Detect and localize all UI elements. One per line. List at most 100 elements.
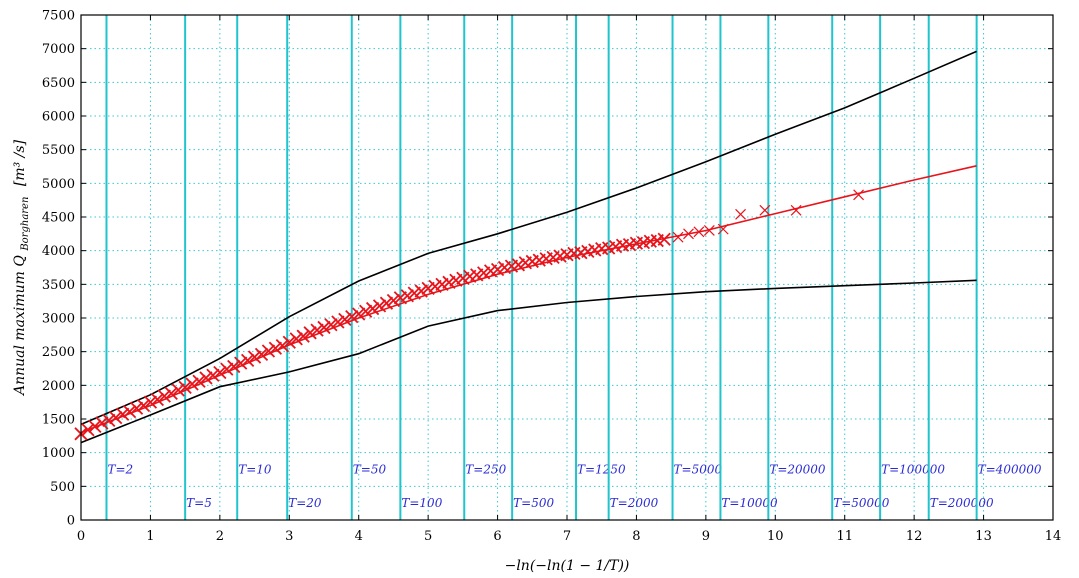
observation-marker — [240, 353, 255, 368]
y-tick-label: 7000 — [42, 42, 75, 57]
observation-marker — [95, 416, 109, 430]
observation-marker — [206, 368, 220, 382]
x-tick-label: 0 — [77, 529, 85, 544]
return-period-lines: T=2 T=5 T=10 T=20 T=50 T=100 T=250 T=500 T=1250 T… — [105, 15, 1042, 520]
x-tick-label: 6 — [493, 529, 501, 544]
observation-marker — [359, 304, 373, 318]
observation-marker — [122, 404, 137, 419]
return-period-label: T=2000 — [610, 496, 659, 510]
return-period-label: T=20000 — [769, 463, 826, 477]
y-tick-label: 1500 — [42, 413, 75, 428]
observation-marker — [352, 307, 366, 321]
y-tick-label: 2000 — [42, 379, 75, 394]
y-tick-label: 4500 — [42, 211, 75, 226]
svg-text:Annual maximum Q Borghar: Annual maximum Q Borgharen [m³ /s] — [12, 139, 32, 397]
y-tick-label: 5000 — [42, 177, 75, 192]
axis-ticks — [80, 14, 1054, 521]
observation-marker — [227, 359, 241, 374]
plot-series — [74, 50, 977, 444]
observation-marker — [303, 326, 317, 340]
return-period-label: T=5000 — [674, 463, 723, 477]
observation-marker — [310, 323, 324, 337]
observation-marker — [282, 335, 296, 349]
y-axis-title-main: Annual maximum Q — [12, 255, 28, 397]
y-tick-label: 1000 — [42, 446, 75, 461]
observation-marker — [683, 228, 694, 240]
y-axis-title-subscript: Borgharen — [20, 197, 31, 252]
observation-marker — [213, 365, 227, 380]
observation-marker — [338, 312, 352, 326]
y-tick-label: 0 — [67, 514, 75, 529]
observation-marker — [275, 338, 289, 353]
x-tick-label: 10 — [767, 529, 784, 544]
upper-confidence-bound — [80, 50, 977, 426]
observation-marker — [192, 374, 206, 388]
observation-marker — [790, 204, 802, 216]
observation-marker — [254, 347, 269, 361]
x-tick-label: 1 — [146, 529, 154, 544]
x-tick-label: 5 — [424, 529, 432, 544]
observation-marker — [81, 423, 95, 437]
observation-marker — [400, 289, 414, 303]
return-period-label: T=2 — [107, 463, 133, 477]
observation-marker — [735, 208, 746, 220]
observation-marker — [109, 411, 123, 425]
observation-marker — [717, 223, 729, 235]
observation-marker — [261, 344, 276, 358]
observation-marker — [365, 301, 380, 316]
return-period-label: T=100 — [401, 496, 442, 510]
x-tick-label: 4 — [355, 529, 363, 544]
observation-marker — [296, 329, 310, 343]
observation-marker — [234, 356, 248, 370]
return-period-label: T=10000 — [721, 496, 778, 510]
observation-marker — [164, 386, 178, 401]
observation-marker — [171, 383, 185, 397]
x-tick-label: 2 — [216, 529, 224, 544]
observation-marker — [268, 341, 283, 355]
observation-marker — [379, 296, 394, 310]
y-axis-title-unit: [m³ /s] — [12, 139, 28, 186]
x-tick-label: 3 — [285, 529, 293, 544]
observation-marker — [185, 377, 199, 391]
x-tick-label: 8 — [632, 529, 640, 544]
observation-marker — [759, 204, 771, 216]
observation-marker — [317, 320, 331, 335]
observation-marker — [199, 371, 213, 385]
return-period-label: T=500 — [513, 496, 554, 510]
fitted-distribution-line — [80, 165, 977, 434]
y-tick-label: 6500 — [42, 76, 75, 91]
observation-marker — [102, 413, 116, 427]
observation-marker — [116, 407, 130, 421]
lower-confidence-bound — [80, 279, 977, 444]
y-tick-label: 3500 — [42, 278, 75, 293]
observation-marker — [289, 332, 303, 346]
observation-marker — [345, 310, 359, 324]
return-period-label: T=50 — [353, 463, 387, 477]
observation-marker — [324, 318, 338, 332]
observation-marker — [88, 419, 102, 434]
return-period-label: T=250 — [465, 463, 506, 477]
return-period-label: T=200000 — [930, 496, 994, 510]
y-axis-title: Annual maximum Q Borgharen [m³ /s] — [12, 139, 32, 397]
observation-marker — [414, 284, 428, 298]
return-period-label: T=400000 — [978, 463, 1042, 477]
observation-marker — [143, 395, 158, 409]
x-tick-label: 11 — [836, 529, 853, 544]
x-tick-label: 14 — [1045, 529, 1062, 544]
y-tick-label: 4000 — [42, 244, 75, 259]
axis-tick-labels: 0 1 2 3 4 5 6 7 8 9 10 11 12 13 1405001000150020002500… — [42, 9, 1061, 545]
observation-marker — [386, 293, 401, 308]
x-tick-label: 12 — [906, 529, 923, 544]
y-tick-label: 500 — [50, 480, 75, 495]
observation-marker — [157, 389, 171, 403]
observation-marker — [693, 226, 705, 238]
y-tick-label: 3000 — [42, 312, 75, 327]
return-period-label: T=100000 — [881, 463, 945, 477]
return-period-label: T=50000 — [833, 496, 890, 510]
observation-marker — [129, 401, 144, 415]
y-tick-label: 6000 — [42, 110, 75, 125]
observation-marker — [672, 231, 684, 243]
x-tick-label: 13 — [975, 529, 992, 544]
observation-marker — [703, 225, 715, 236]
